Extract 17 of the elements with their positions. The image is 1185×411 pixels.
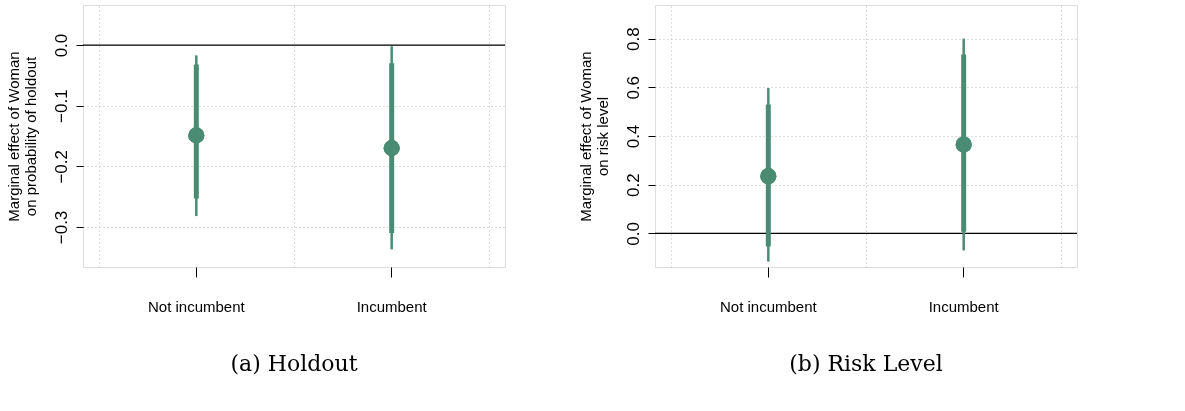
y-tick-label: 0.2 bbox=[623, 173, 643, 198]
y-axis-title: Marginal effect of Woman on probability of holdout bbox=[4, 51, 39, 222]
y-tick-label: 0.0 bbox=[51, 33, 71, 58]
y-tick-label: 0.6 bbox=[623, 75, 643, 100]
text: (a) Holdout bbox=[230, 351, 358, 376]
x-tick-label: Not incumbent bbox=[147, 297, 246, 315]
y-tick-label: −0.1 bbox=[51, 89, 71, 123]
y-tick-label: 0.0 bbox=[623, 222, 643, 246]
y-tick-label: −0.2 bbox=[51, 150, 71, 184]
x-tick-label: Incumbent bbox=[928, 297, 1000, 315]
y-tick-label: −0.3 bbox=[51, 210, 71, 245]
text: (b) Risk Level bbox=[789, 351, 943, 376]
y-axis-title: Marginal effect of Woman on risk level bbox=[576, 51, 611, 222]
x-tick-label: Not incumbent bbox=[719, 297, 818, 315]
x-tick-label: Incumbent bbox=[356, 297, 428, 315]
y-tick-label: 0.8 bbox=[623, 27, 643, 51]
y-tick-label: 0.4 bbox=[623, 124, 643, 149]
